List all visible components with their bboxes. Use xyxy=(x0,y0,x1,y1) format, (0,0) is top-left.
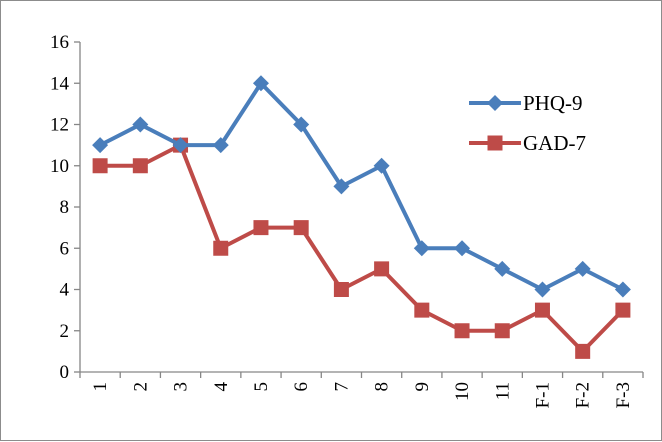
gad7-point xyxy=(535,303,550,318)
y-tick-label: 16 xyxy=(50,32,69,53)
x-tick-label: 11 xyxy=(492,382,513,400)
y-tick-label: 2 xyxy=(60,321,70,342)
y-tick-label: 10 xyxy=(50,156,69,177)
phq9-point xyxy=(132,117,148,133)
x-tick-label: 8 xyxy=(372,382,393,392)
y-axis-ticks: 0 2 4 6 8 10 12 14 16 xyxy=(50,32,80,383)
gad7-point xyxy=(133,158,148,173)
gad7-point xyxy=(294,220,309,235)
y-tick-label: 8 xyxy=(60,197,70,218)
x-tick-label: F-2 xyxy=(573,382,594,408)
gad7-point xyxy=(495,323,510,338)
x-tick-label: 1 xyxy=(90,382,111,392)
phq9-point xyxy=(374,158,390,174)
legend-marker xyxy=(488,136,503,151)
gad7-point xyxy=(93,158,108,173)
y-tick-label: 14 xyxy=(50,73,70,94)
gad7-point xyxy=(414,303,429,318)
x-tick-label: F-3 xyxy=(613,382,634,408)
series-layer xyxy=(92,75,631,359)
x-tick-label: 6 xyxy=(291,382,312,392)
y-tick-label: 4 xyxy=(60,280,70,301)
legend-item-gad7: GAD-7 xyxy=(469,131,586,155)
gad7-point xyxy=(213,241,228,256)
x-tick-label: F-1 xyxy=(532,382,553,408)
phq9-point xyxy=(534,282,550,298)
x-tick-label: 10 xyxy=(452,382,473,401)
phq9-point xyxy=(92,137,108,153)
x-axis-ticks: 1 2 3 4 5 6 7 8 9 10 11 F-1 F-2 F-3 xyxy=(80,372,643,408)
phq9-point xyxy=(414,240,430,256)
x-tick-label: 5 xyxy=(251,382,272,392)
legend-label: GAD-7 xyxy=(523,131,586,155)
x-tick-label: 3 xyxy=(171,382,192,392)
legend-marker xyxy=(487,95,503,111)
x-tick-label: 7 xyxy=(331,382,352,392)
x-tick-label: 2 xyxy=(130,382,151,392)
gad7-point xyxy=(374,261,389,276)
gad7-point xyxy=(575,344,590,359)
gad7-point xyxy=(615,303,630,318)
y-tick-label: 12 xyxy=(50,115,69,136)
y-tick-label: 6 xyxy=(60,238,70,259)
phq9-point xyxy=(454,240,470,256)
gad7-point xyxy=(455,323,470,338)
legend-label: PHQ-9 xyxy=(523,91,583,115)
gad7-point xyxy=(334,282,349,297)
series-gad7 xyxy=(93,138,631,359)
x-tick-label: 9 xyxy=(412,382,433,392)
legend-item-phq9: PHQ-9 xyxy=(469,91,583,115)
phq9-point xyxy=(494,261,510,277)
gad7-point xyxy=(253,220,268,235)
phq9-point xyxy=(575,261,591,277)
legend: PHQ-9 GAD-7 xyxy=(469,91,586,155)
x-tick-label: 4 xyxy=(211,382,232,392)
phq9-point xyxy=(615,282,631,298)
y-tick-label: 0 xyxy=(60,362,70,383)
